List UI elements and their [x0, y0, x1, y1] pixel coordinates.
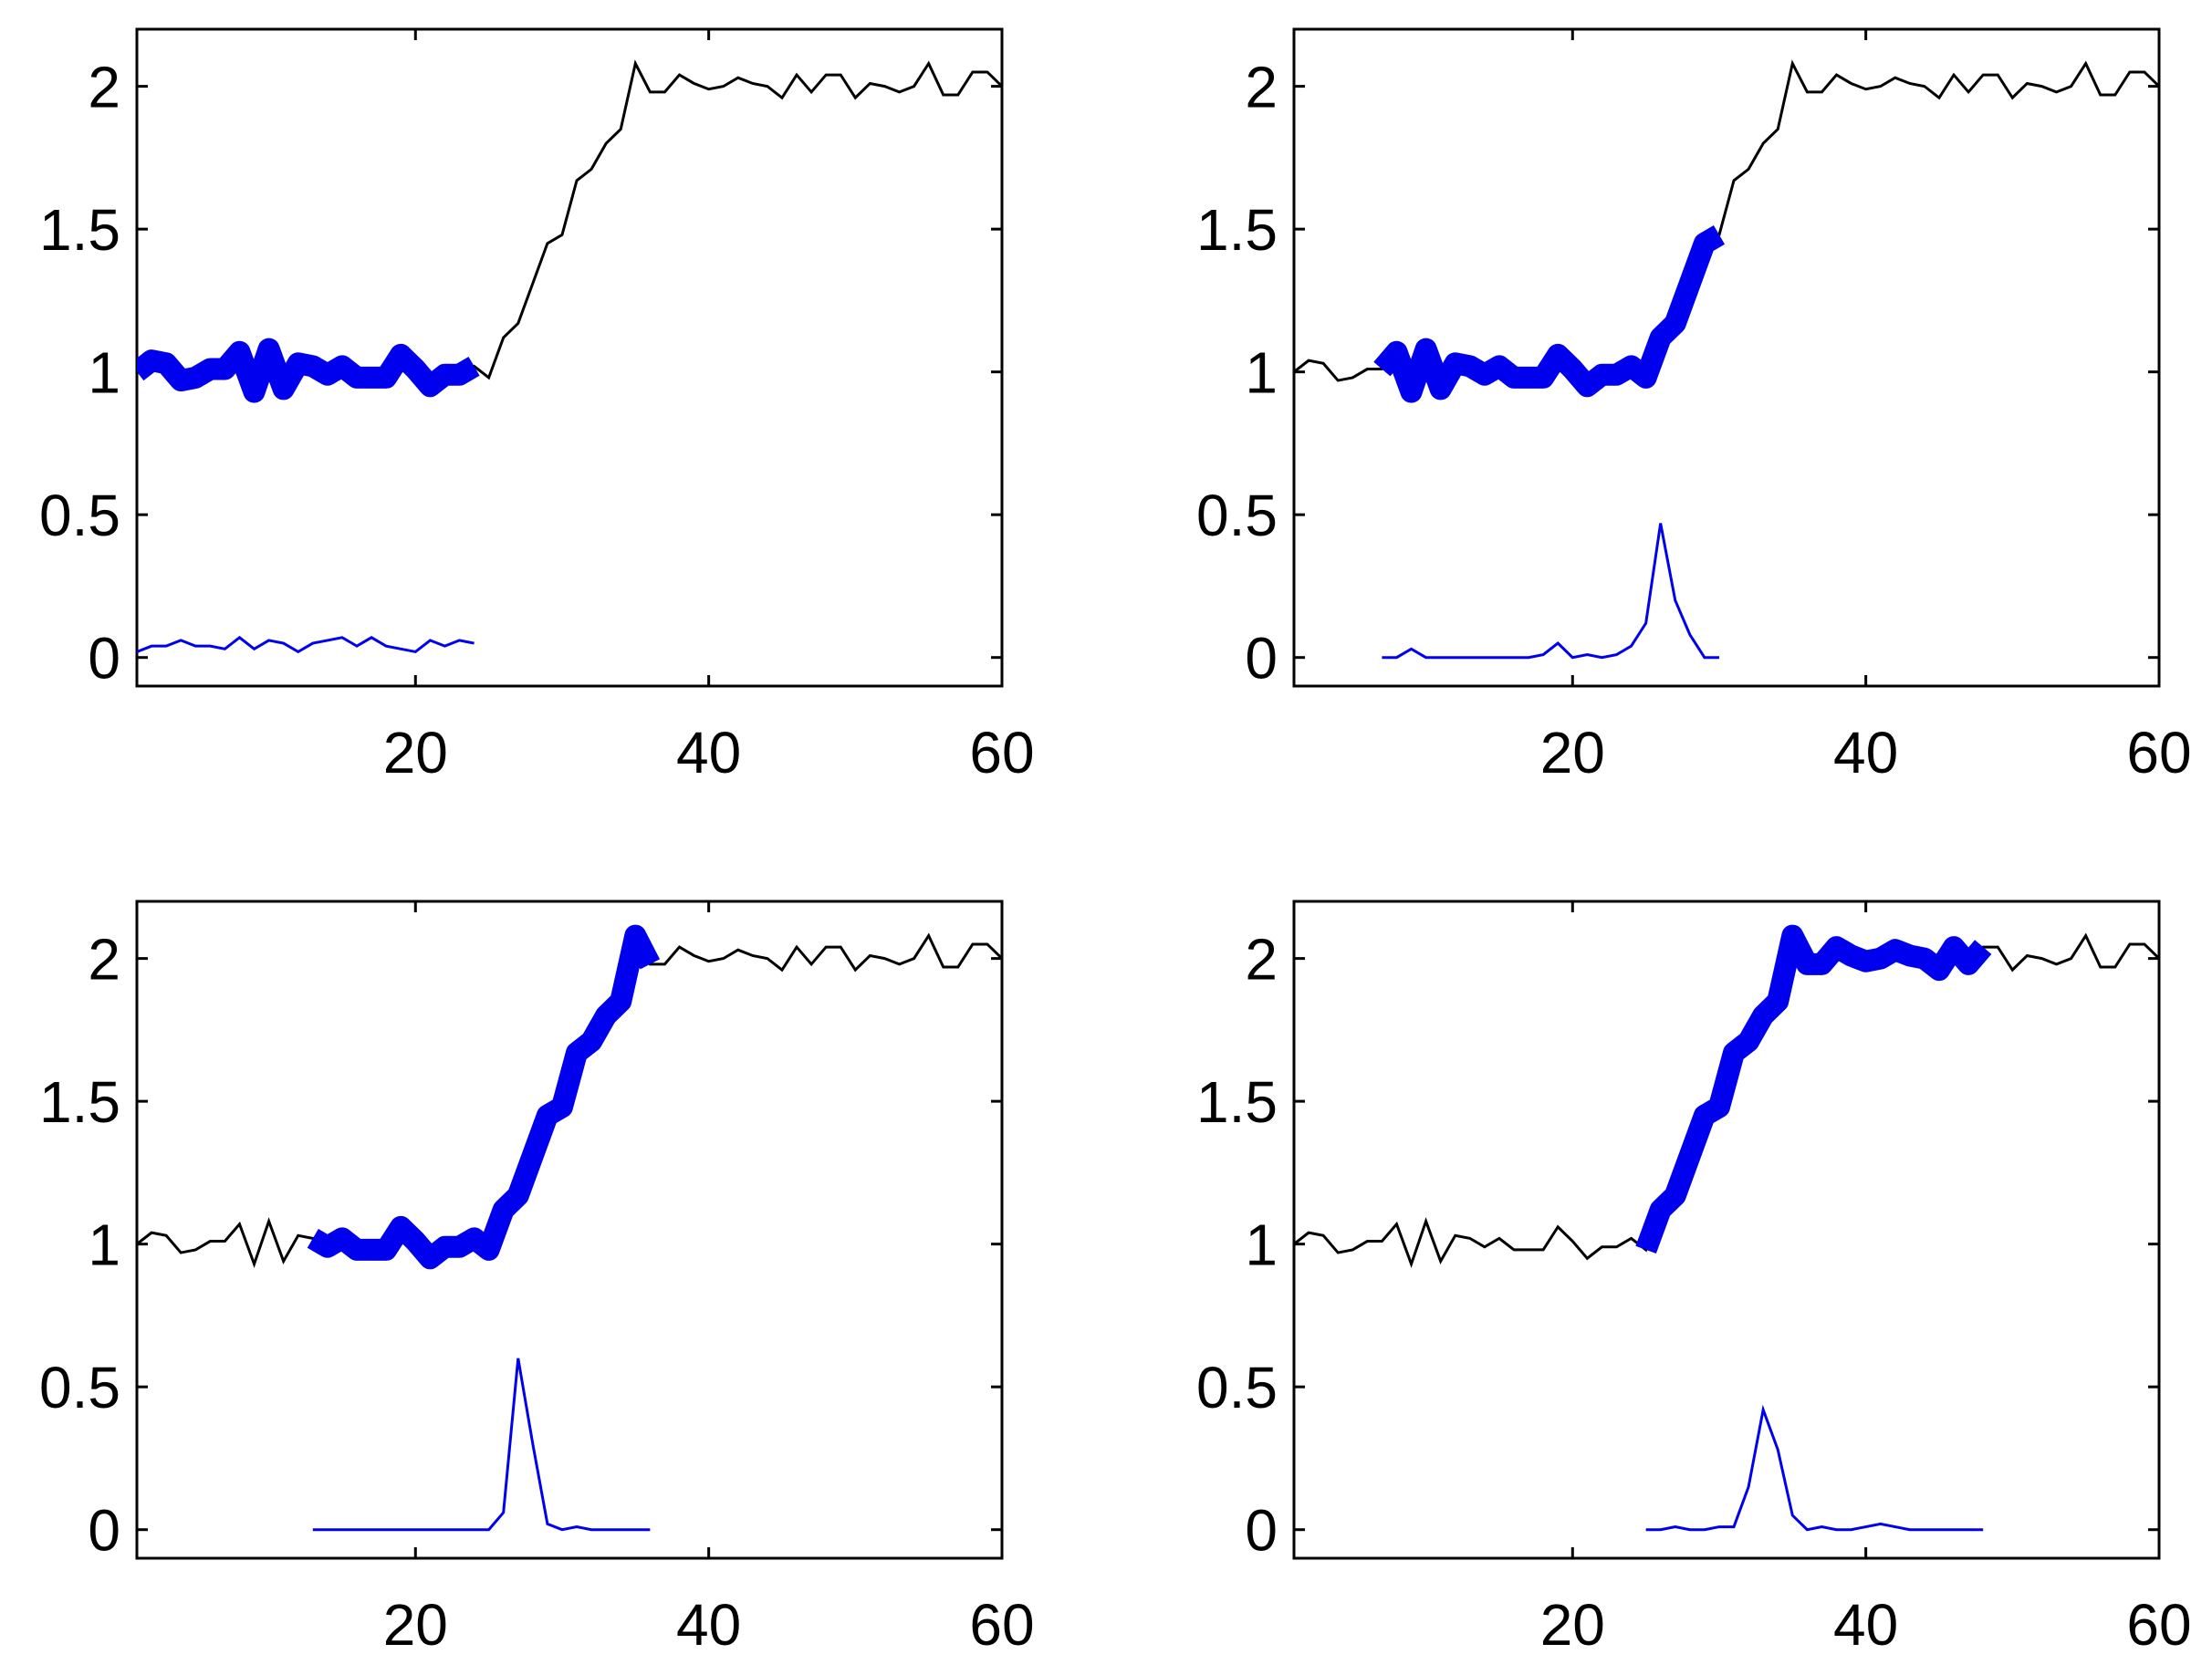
axes-frame: [135, 27, 1004, 688]
y-tick-label: 0.5: [39, 1355, 120, 1420]
y-tick-label: 0.5: [1196, 1355, 1278, 1420]
highlighted-window-line: [307, 924, 661, 1270]
x-tick-label: 40: [1833, 720, 1898, 785]
plot-lines: [137, 59, 1002, 654]
highlighted-window-line: [1635, 924, 1992, 1254]
y-tick-label: 2: [1245, 55, 1278, 120]
y-tick-label: 0.5: [39, 483, 120, 548]
axes-frame: [1292, 27, 2161, 688]
y-tick-label: 0.5: [1196, 483, 1278, 548]
y-tick-label: 1: [1245, 1212, 1278, 1278]
y-tick-label: 1.5: [1196, 1069, 1278, 1135]
y-tick-label: 1: [88, 1212, 120, 1278]
highlighted-window-line: [137, 338, 480, 403]
y-tick-label: 0: [88, 1498, 120, 1564]
x-tick-label: 60: [969, 1592, 1034, 1658]
y-tick-label: 2: [88, 55, 120, 120]
subplot-1: 20 40 60 0 0.5 1 1.5 2: [39, 27, 1035, 785]
x-tick-label: 40: [1833, 1592, 1898, 1658]
x-tick-label: 60: [969, 720, 1034, 785]
detector-line: [312, 1358, 651, 1532]
y-tick-label: 2: [1245, 927, 1278, 993]
plot-lines: [1294, 924, 2159, 1532]
x-tick-label: 20: [1540, 720, 1605, 785]
detector-line: [137, 635, 475, 654]
y-tick-label: 0: [1245, 626, 1278, 692]
highlighted-window-line: [1373, 225, 1726, 403]
x-tick-label: 40: [676, 1592, 741, 1658]
subplot-4: 20 40 60 0 0.5 1 1.5 2: [1196, 900, 2192, 1658]
y-tick-label: 2: [88, 927, 120, 993]
detector-line: [1382, 523, 1719, 660]
y-tick-label: 1: [88, 340, 120, 406]
axes-frame: [135, 900, 1004, 1560]
y-tick-label: 0: [88, 626, 120, 692]
axes-frame: [1292, 900, 2161, 1560]
y-tick-label: 1: [1245, 340, 1278, 406]
y-tick-label: 1.5: [39, 197, 120, 263]
x-tick-label: 20: [383, 1592, 448, 1658]
y-tick-label: 1.5: [1196, 197, 1278, 263]
plot-lines: [137, 924, 1002, 1532]
y-tick-label: 0: [1245, 1498, 1278, 1564]
x-tick-label: 40: [676, 720, 741, 785]
detector-line: [1645, 1404, 1984, 1532]
x-tick-label: 20: [383, 720, 448, 785]
subplot-3: 20 40 60 0 0.5 1 1.5 2: [39, 900, 1035, 1658]
x-tick-label: 20: [1540, 1592, 1605, 1658]
plot-lines: [1294, 59, 2159, 660]
x-tick-label: 60: [2126, 720, 2191, 785]
y-tick-label: 1.5: [39, 1069, 120, 1135]
x-tick-label: 60: [2126, 1592, 2191, 1658]
subplot-2: 20 40 60 0 0.5 1 1.5 2: [1196, 27, 2192, 785]
